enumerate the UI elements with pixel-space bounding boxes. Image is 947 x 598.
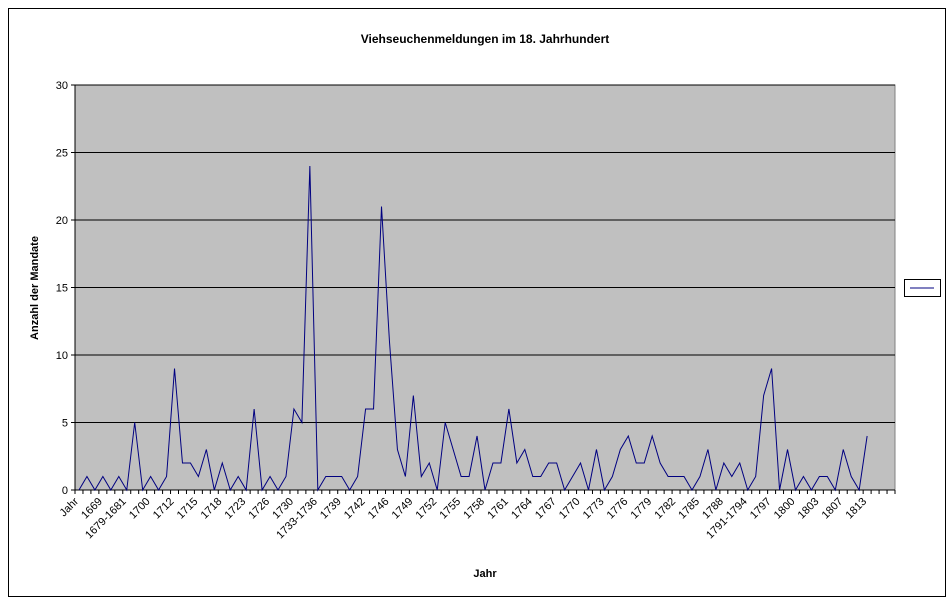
y-tick-label: 20 [56, 215, 68, 227]
y-tick-label: 30 [56, 80, 68, 92]
chart-title: Viehseuchenmeldungen im 18. Jahrhundert [361, 32, 610, 46]
y-tick-label: 15 [56, 283, 68, 295]
data-line [78, 165, 868, 492]
y-tick-label: 10 [56, 350, 68, 362]
y-tick-label: 0 [62, 485, 68, 497]
y-axis-title: Anzahl der Mandate [29, 236, 41, 340]
y-tick-label: 5 [62, 418, 68, 430]
y-tick-label: 25 [56, 148, 68, 160]
x-axis-title: Jahr [473, 568, 497, 580]
